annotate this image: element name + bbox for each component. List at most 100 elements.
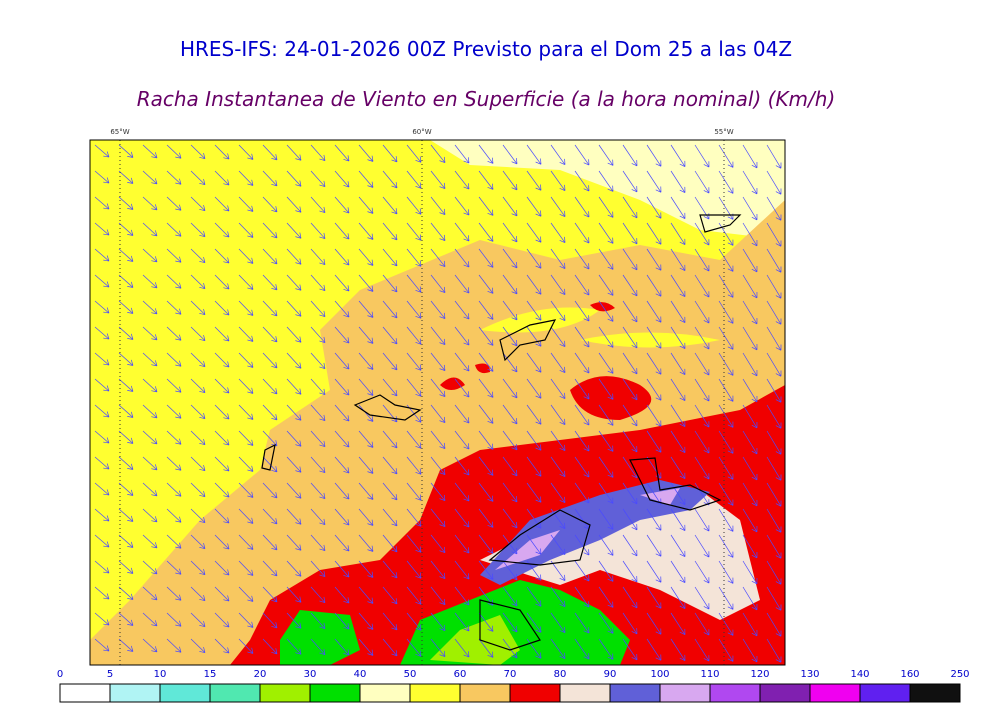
wind-arrow [502,612,518,633]
wind-arrow [454,638,470,658]
wind-arrow [262,534,278,551]
wind-arrow [358,144,374,162]
wind-arrow [190,222,206,238]
legend-swatch [609,683,661,703]
wind-arrow [718,560,734,584]
wind-arrow [382,456,398,475]
wind-arrow [190,482,206,498]
wind-arrow [286,612,302,629]
wind-arrow [791,275,805,299]
wind-arrow [142,482,158,497]
wind-arrow [286,560,302,577]
wind-arrow [334,196,350,214]
wind-arrow [238,274,254,290]
wind-arrow [166,560,182,575]
wind-arrow [310,144,326,162]
wind-arrow [430,612,446,632]
wind-arrow [262,274,278,291]
wind-arrow [574,430,590,452]
wind-arrow [454,482,470,502]
wind-arrow [718,612,734,636]
wind-arrow [142,144,158,159]
legend-swatch [459,683,511,703]
wind-arrow [238,378,254,394]
wind-arrow [214,456,230,472]
wind-arrow [190,638,206,654]
wind-arrow [262,352,278,369]
wind-arrow [646,430,662,453]
wind-arrow [358,456,374,474]
wind-arrow [190,170,206,186]
wind-arrow [526,586,542,607]
wind-arrow [742,560,758,585]
wind-arrow [166,612,182,627]
wind-arrow [310,248,326,266]
wind-arrow [742,300,758,325]
legend-level: 100 [650,669,669,680]
wind-arrow [358,612,374,630]
wind-arrow [94,560,110,574]
wind-arrow [718,534,734,558]
wind-arrow [791,353,805,377]
wind-arrow [286,586,302,603]
wind-arrow [718,274,734,298]
wind-arrow [310,378,326,396]
wind-arrow [791,457,805,481]
wind-arrow [478,144,494,164]
wind-arrow [598,404,614,426]
wind-arrow [478,456,494,476]
wind-arrow [334,430,350,448]
wind-arrow [526,144,542,165]
wind-arrow [142,378,158,393]
wind-arrow [646,534,662,557]
wind-arrow [598,222,614,244]
wind-arrow [382,560,398,579]
wind-arrow [142,430,158,445]
wind-arrow [454,404,470,424]
subtitle: Racha Instantanea de Viento en Superfici… [137,87,836,111]
wind-arrow [238,612,254,628]
wind-arrow [334,612,350,630]
wind-arrow [670,274,686,297]
wind-arrow [142,508,158,523]
wind-arrow [94,586,110,600]
wind-arrow [718,170,734,194]
wind-arrow [214,378,230,394]
wind-arrow [526,456,542,477]
wind-arrow [574,638,590,660]
wind-arrow [766,404,782,429]
wind-arrow [214,404,230,420]
wind-arrow [190,534,206,550]
wind-arrow [94,378,110,392]
wind-arrow [550,508,566,530]
wind-arrow [214,560,230,576]
wind-arrow [190,248,206,264]
legend-swatch [359,683,411,703]
wind-arrow [694,456,710,480]
wind-arrow [791,405,805,429]
wind-arrow [118,352,134,366]
wind-arrow [310,430,326,448]
wind-arrow [766,378,782,403]
wind-arrow [670,560,686,583]
wind-arrow [766,248,782,273]
legend-swatch [59,683,111,703]
wind-arrow [670,300,686,323]
wind-arrow [478,534,494,554]
legend: 0 5 10 15 20 30 40 50 60 70 80 90 100 110 120 130 140 160… [57,669,970,703]
wind-arrow [382,248,398,267]
wind-arrow [598,430,614,452]
wind-arrow [526,508,542,529]
wind-arrow [622,560,638,583]
wind-arrow [166,300,182,315]
wind-arrow [502,534,518,555]
lon-label: 65°W [110,128,129,136]
wind-arrow [478,326,494,346]
legend-swatch [909,683,961,703]
legend-level: 110 [700,669,719,680]
wind-arrow [190,430,206,446]
wind-arrow [791,535,805,559]
wind-arrow [166,248,182,263]
wind-arrow [430,638,446,658]
wind-arrow [142,534,158,549]
